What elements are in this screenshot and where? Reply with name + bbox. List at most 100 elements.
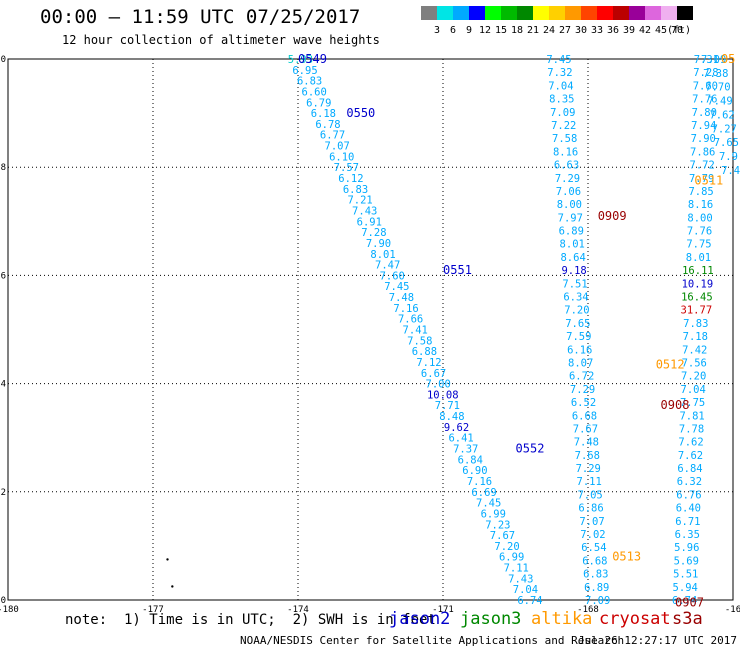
wave-height-label: 7.58 bbox=[552, 133, 577, 145]
color-swatch bbox=[613, 6, 629, 20]
wave-height-label: 7.20 bbox=[681, 371, 706, 383]
color-scale-label: 39 bbox=[623, 25, 635, 36]
wave-height-label: 7.67 bbox=[490, 530, 515, 542]
wave-height-label: 7.90 bbox=[366, 238, 391, 250]
wave-height-label: 7.07 bbox=[325, 141, 350, 153]
wave-height-label: 7.45 bbox=[476, 498, 501, 510]
x-tick-label: -180 bbox=[0, 605, 19, 612]
wave-height-label: 7.58 bbox=[407, 335, 432, 347]
color-scale-unit: (ft) bbox=[667, 25, 691, 36]
wave-height-label: 6.69 bbox=[471, 487, 496, 499]
wave-height-label: 7.9 bbox=[719, 151, 738, 163]
wave-height-label: 7.41 bbox=[403, 325, 428, 337]
wave-height-label: 6.40 bbox=[676, 503, 701, 515]
wave-height-label: 7.32 bbox=[547, 67, 572, 79]
wave-height-label: 7.29 bbox=[570, 384, 595, 396]
wave-height-label: 6.86 bbox=[578, 503, 603, 515]
wave-height-label: 8.01 bbox=[370, 249, 395, 261]
y-tick-label: 2 bbox=[1, 488, 6, 498]
wave-height-label: 7.45 bbox=[384, 281, 409, 293]
wave-height-label: 6.99 bbox=[499, 552, 524, 564]
pass-time-label: 0552 bbox=[516, 442, 545, 456]
wave-height-label: 8.64 bbox=[560, 252, 585, 264]
color-scale-label: 36 bbox=[607, 25, 619, 36]
wave-height-label: 7.68 bbox=[575, 450, 600, 462]
wave-height-label: 6.89 bbox=[559, 226, 584, 238]
wave-height-label: 6.71 bbox=[675, 516, 700, 528]
wave-height-label: 6.12 bbox=[338, 173, 363, 185]
color-scale-label: 70 bbox=[671, 25, 683, 36]
wave-height-label: 7.45 bbox=[546, 54, 571, 66]
color-swatch bbox=[453, 6, 469, 20]
x-tick-label: -177 bbox=[142, 605, 164, 612]
color-swatch bbox=[501, 6, 517, 20]
wave-height-label: 6.83 bbox=[343, 184, 368, 196]
satellite-legend-cryosat: cryosat bbox=[599, 609, 671, 629]
wave-height-label: 7.18 bbox=[683, 331, 708, 343]
wave-height-label: 5.69 bbox=[674, 555, 699, 567]
wave-height-label: 8.00 bbox=[687, 212, 712, 224]
wave-height-label: 7.37 bbox=[453, 444, 478, 456]
wave-height-label: 7.43 bbox=[508, 573, 533, 585]
pass-time-label: 0550 bbox=[346, 106, 375, 120]
wave-height-label: 7.09 bbox=[701, 54, 726, 66]
color-scale-label: 45 bbox=[655, 25, 667, 36]
wave-height-label: 7.83 bbox=[683, 318, 708, 330]
satellite-legend-s3a: s3a bbox=[672, 609, 703, 629]
wave-height-label: 7.97 bbox=[558, 212, 583, 224]
wave-height-label: 6.16 bbox=[567, 344, 592, 356]
wave-height-label: 7.57 bbox=[334, 162, 359, 174]
data-dot bbox=[171, 585, 174, 588]
pass-time-label: 0909 bbox=[598, 209, 627, 223]
wave-height-label: 6.90 bbox=[462, 465, 487, 477]
color-scale-legend: 3 6 9 12 15 18 21 24 27 30 33 36 39 42 45 70(ft) bbox=[421, 6, 693, 36]
wave-height-label: 6.74 bbox=[517, 595, 542, 607]
wave-height-label: 7.76 bbox=[692, 94, 717, 106]
wave-height-label: 6.89 bbox=[584, 582, 609, 594]
y-tick-label: 6 bbox=[1, 271, 6, 281]
x-tick-label: -171 bbox=[432, 605, 454, 612]
wave-height-label: 7.59 bbox=[566, 331, 591, 343]
wave-height-label: 7.06 bbox=[556, 186, 581, 198]
wave-height-label: 7.04 bbox=[548, 80, 573, 92]
wave-height-label: 7.07 bbox=[579, 516, 604, 528]
wave-height-label: 7.09 bbox=[550, 107, 575, 119]
color-swatch bbox=[421, 6, 437, 20]
wave-height-label: 10.19 bbox=[682, 278, 714, 290]
wave-height-label: 7.70 bbox=[705, 82, 730, 94]
color-scale-label: 9 bbox=[466, 25, 472, 36]
wave-height-label: 7.27 bbox=[712, 123, 737, 135]
wave-height-label: 6.91 bbox=[357, 216, 382, 228]
wave-height-label: 6.32 bbox=[677, 476, 702, 488]
wave-height-label: 6.77 bbox=[320, 130, 345, 142]
pass-time-label: 0551 bbox=[443, 263, 472, 277]
wave-height-plot: -180-177-174-171-168-1602468105.936.956.… bbox=[0, 52, 740, 612]
color-scale-label: 24 bbox=[543, 25, 555, 36]
wave-height-label: 7.65 bbox=[714, 137, 739, 149]
wave-height-label: 7.16 bbox=[467, 476, 492, 488]
pass-time-label: 05 bbox=[721, 52, 735, 66]
wave-height-label: 7.28 bbox=[693, 67, 718, 79]
wave-height-label: 8.01 bbox=[560, 239, 585, 251]
wave-height-label: 7.00 bbox=[426, 379, 451, 391]
color-swatch bbox=[485, 6, 501, 20]
wave-height-label: 7.38 bbox=[703, 68, 728, 80]
wave-height-label: 7.62 bbox=[678, 450, 703, 462]
wave-height-label: 6.83 bbox=[583, 569, 608, 581]
satellite-legend-jason2: jason2 bbox=[389, 609, 451, 629]
wave-height-label: 7.31 bbox=[694, 54, 719, 66]
wave-height-label: 5.94 bbox=[673, 582, 698, 594]
satellite-legend-jason3: jason3 bbox=[460, 609, 522, 629]
wave-height-label: 7.78 bbox=[679, 423, 704, 435]
wave-height-label: 7.80 bbox=[692, 107, 717, 119]
wave-height-label: 7.22 bbox=[551, 120, 576, 132]
pass-time-label: 0549 bbox=[298, 52, 327, 66]
wave-height-label: 10.08 bbox=[427, 389, 459, 401]
wave-height-label: 31.77 bbox=[681, 305, 713, 317]
wave-height-label: 7.65 bbox=[565, 318, 590, 330]
wave-height-label: 7.16 bbox=[393, 303, 418, 315]
wave-height-label: 7.81 bbox=[679, 410, 704, 422]
data-layer: 5.936.956.836.606.796.186.786.777.076.10… bbox=[166, 52, 740, 610]
wave-height-label: 7.51 bbox=[562, 278, 587, 290]
x-tick-label: -16 bbox=[725, 605, 740, 612]
